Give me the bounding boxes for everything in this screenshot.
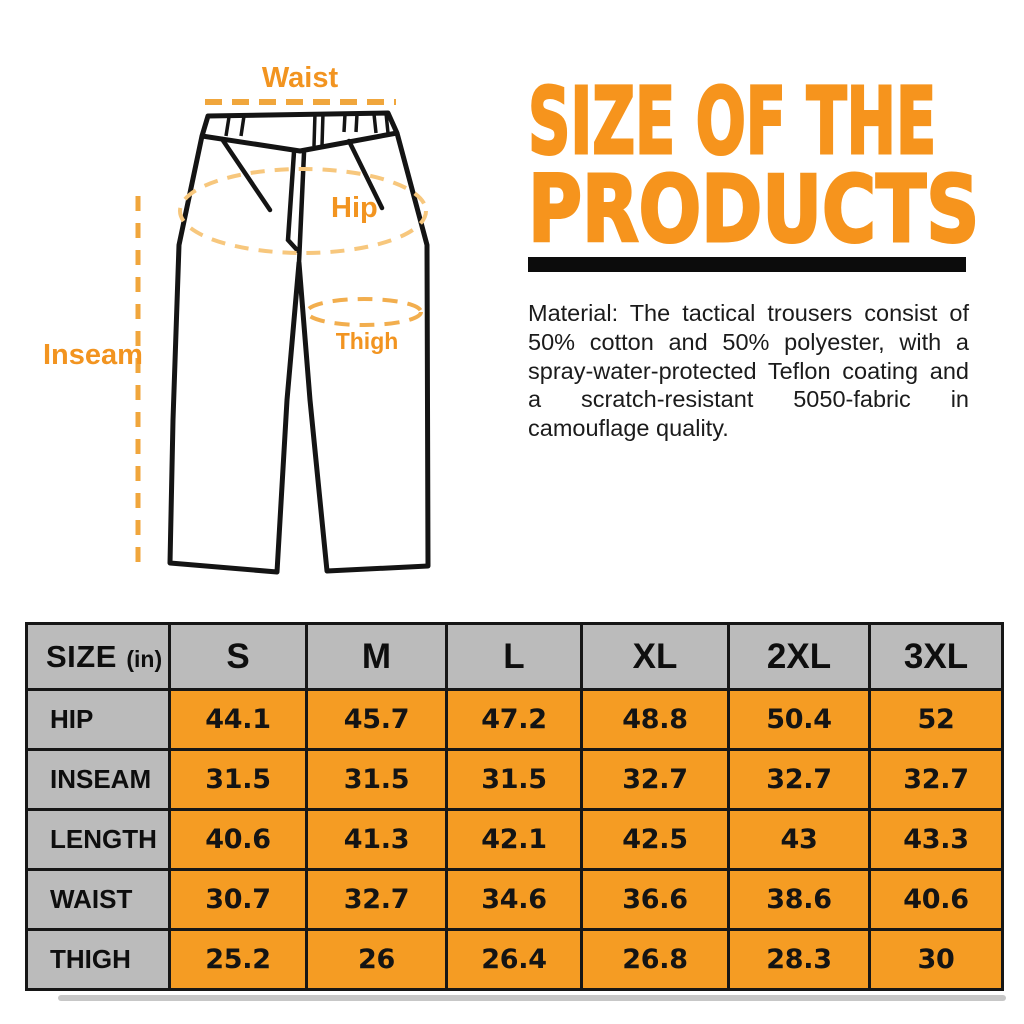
size-value: 32.7 <box>868 748 1004 811</box>
size-column-header-xl: XL <box>580 622 730 691</box>
table-row-length: LENGTH 40.6 41.3 42.1 42.5 43 43.3 <box>25 808 1004 871</box>
size-column-header-l: L <box>445 622 583 691</box>
size-value: 30 <box>868 928 1004 991</box>
measurement-label: THIGH <box>25 928 171 991</box>
table-row-waist: WAIST 30.7 32.7 34.6 36.6 38.6 40.6 <box>25 868 1004 931</box>
fly-seam <box>285 149 307 266</box>
size-value: 30.7 <box>168 868 308 931</box>
page-title-line1: SIZE OF THE <box>527 68 937 175</box>
size-value: 47.2 <box>445 688 583 751</box>
trousers-sketch <box>135 99 431 575</box>
size-value: 26 <box>305 928 448 991</box>
table-row-inseam: INSEAM 31.5 31.5 31.5 32.7 32.7 32.7 <box>25 748 1004 811</box>
belt-loops <box>224 112 390 147</box>
size-value: 26.8 <box>580 928 730 991</box>
size-value: 41.3 <box>305 808 448 871</box>
size-value: 48.8 <box>580 688 730 751</box>
size-value: 25.2 <box>168 928 308 991</box>
size-value: 31.5 <box>445 748 583 811</box>
page-title-line2: PRODUCTS <box>527 156 981 263</box>
size-value: 28.3 <box>727 928 871 991</box>
thigh-label: Thigh <box>335 328 399 354</box>
size-value: 31.5 <box>305 748 448 811</box>
size-value: 42.5 <box>580 808 730 871</box>
size-header-label: SIZE <box>46 638 117 674</box>
table-row-thigh: THIGH 25.2 26 26.4 26.8 28.3 30 <box>25 928 1004 991</box>
size-unit-label: (in) <box>126 645 163 672</box>
thigh-ellipse <box>305 297 423 327</box>
waistband-seam <box>201 130 398 154</box>
size-value: 50.4 <box>727 688 871 751</box>
size-table: SIZE (in) S M L XL 2XL 3XL HIP 44.1 45.7 47.2 48.… <box>25 622 1004 991</box>
size-column-header-3xl: 3XL <box>868 622 1004 691</box>
size-value: 26.4 <box>445 928 583 991</box>
size-value: 42.1 <box>445 808 583 871</box>
size-column-header-2xl: 2XL <box>727 622 871 691</box>
size-value: 32.7 <box>305 868 448 931</box>
inseam-label: Inseam <box>43 339 143 371</box>
size-value: 38.6 <box>727 868 871 931</box>
size-value: 52 <box>868 688 1004 751</box>
size-column-header-s: S <box>168 622 308 691</box>
measurement-label: LENGTH <box>25 808 171 871</box>
size-value: 44.1 <box>168 688 308 751</box>
size-value: 40.6 <box>168 808 308 871</box>
table-row-hip: HIP 44.1 45.7 47.2 48.8 50.4 52 <box>25 688 1004 751</box>
pocket-seams <box>219 136 385 213</box>
size-table-corner-header: SIZE (in) <box>25 622 171 691</box>
size-value: 43.3 <box>868 808 1004 871</box>
hip-label: Hip <box>331 192 378 224</box>
size-value: 32.7 <box>727 748 871 811</box>
page-title: SIZE OF THE PRODUCTS <box>527 68 1024 263</box>
size-table-header-row: SIZE (in) S M L XL 2XL 3XL <box>25 622 1004 691</box>
size-value: 34.6 <box>445 868 583 931</box>
measurement-label: HIP <box>25 688 171 751</box>
size-value: 31.5 <box>168 748 308 811</box>
size-value: 36.6 <box>580 868 730 931</box>
measurement-label: WAIST <box>25 868 171 931</box>
hip-ellipse <box>178 167 428 255</box>
size-value: 43 <box>727 808 871 871</box>
waist-label: Waist <box>261 62 339 94</box>
size-value: 40.6 <box>868 868 1004 931</box>
size-value: 32.7 <box>580 748 730 811</box>
material-description: Material: The tactical trousers consist … <box>528 300 969 442</box>
size-value: 45.7 <box>305 688 448 751</box>
size-column-header-m: M <box>305 622 448 691</box>
title-underline-bar <box>528 257 966 272</box>
measurement-label: INSEAM <box>25 748 171 811</box>
table-shadow <box>58 995 1006 1001</box>
trousers-measurement-diagram: Waist Hip Thigh Inseam <box>0 0 512 612</box>
